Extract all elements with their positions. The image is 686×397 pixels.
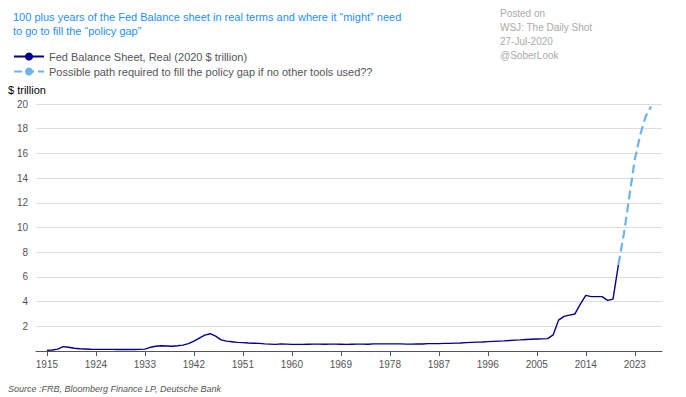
svg-text:1951: 1951	[232, 359, 255, 370]
svg-text:WSJ: The Daily Shot: WSJ: The Daily Shot	[500, 22, 592, 33]
svg-text:4: 4	[22, 296, 28, 307]
svg-text:1969: 1969	[330, 359, 353, 370]
svg-text:Posted on: Posted on	[500, 8, 545, 19]
svg-text:10: 10	[17, 222, 29, 233]
svg-text:12: 12	[17, 197, 29, 208]
svg-text:Possible path required to fill: Possible path required to fill the polic…	[49, 66, 372, 78]
svg-text:@SoberLook: @SoberLook	[500, 50, 560, 61]
svg-text:27-Jul-2020: 27-Jul-2020	[500, 36, 553, 47]
svg-text:1915: 1915	[36, 359, 59, 370]
svg-text:14: 14	[17, 173, 29, 184]
svg-text:Fed Balance Sheet, Real (2020: Fed Balance Sheet, Real (2020 $ trillion…	[49, 51, 247, 63]
svg-text:2: 2	[22, 321, 28, 332]
svg-text:2014: 2014	[575, 359, 598, 370]
svg-text:1987: 1987	[428, 359, 451, 370]
svg-text:1942: 1942	[183, 359, 206, 370]
svg-text:1996: 1996	[477, 359, 500, 370]
svg-text:1933: 1933	[134, 359, 157, 370]
svg-text:100 plus years of the Fed Bala: 100 plus years of the Fed Balance sheet …	[13, 11, 401, 23]
svg-text:Source :FRB, Bloomberg Finance: Source :FRB, Bloomberg Finance LP, Deuts…	[8, 384, 221, 394]
svg-text:18: 18	[17, 123, 29, 134]
svg-text:8: 8	[22, 247, 28, 258]
svg-text:to go to fill the “policy gap”: to go to fill the “policy gap”	[13, 25, 142, 37]
svg-text:1924: 1924	[85, 359, 108, 370]
svg-text:1978: 1978	[379, 359, 402, 370]
svg-text:1960: 1960	[281, 359, 304, 370]
svg-text:16: 16	[17, 148, 29, 159]
svg-text:6: 6	[22, 271, 28, 282]
svg-text:2005: 2005	[526, 359, 549, 370]
svg-text:20: 20	[17, 99, 29, 110]
svg-text:2023: 2023	[624, 359, 647, 370]
svg-text:$ trillion: $ trillion	[8, 84, 46, 96]
